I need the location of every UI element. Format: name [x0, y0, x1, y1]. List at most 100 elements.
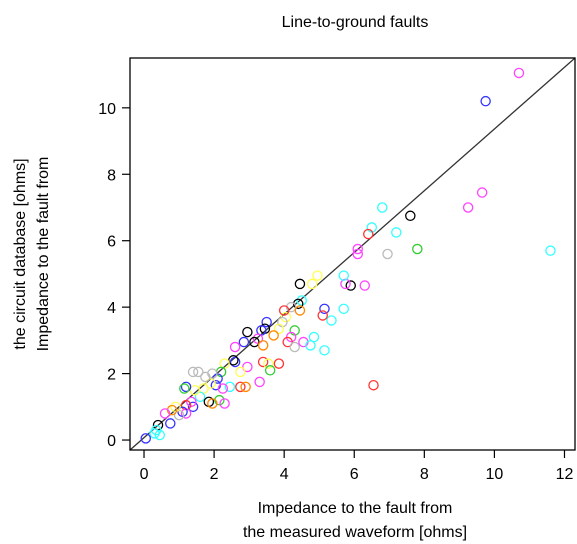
data-point [382, 248, 393, 260]
x-tick-label: 0 [140, 466, 149, 483]
data-point [257, 356, 269, 368]
x-axis-label-line-2: the measured waveform [ohms] [243, 524, 467, 541]
data-point [261, 316, 272, 328]
data-point [179, 383, 190, 394]
y-tick-label: 2 [107, 367, 116, 384]
y-tick-label: 8 [107, 167, 116, 184]
data-point [187, 366, 199, 378]
data-point [277, 316, 288, 328]
data-point [294, 305, 306, 316]
data-point [189, 384, 201, 396]
x-tick-label: 4 [280, 466, 289, 483]
data-point [229, 341, 241, 353]
data-point [476, 187, 488, 198]
x-axis: 0 2 4 6 8 10 12 [140, 450, 573, 483]
y-tick-label: 0 [107, 433, 116, 450]
data-point [282, 336, 293, 348]
data-point [352, 248, 364, 260]
data-point [340, 278, 351, 290]
y-tick-label: 4 [107, 300, 116, 317]
data-point [170, 401, 181, 413]
x-tick-label: 2 [210, 466, 219, 483]
data-point [412, 243, 423, 255]
data-point [480, 95, 491, 107]
data-point [205, 378, 216, 389]
data-point [305, 340, 316, 351]
data-point [214, 394, 225, 406]
data-point [285, 301, 297, 313]
data-point [180, 381, 192, 393]
data-point [210, 379, 222, 391]
data-point [219, 398, 230, 409]
x-tick-label: 8 [420, 466, 429, 483]
data-point [186, 396, 197, 408]
data-point [296, 295, 307, 306]
chart-title: Line-to-ground faults [282, 14, 429, 31]
data-point [149, 428, 160, 439]
data-point [338, 303, 349, 315]
y-tick-label: 6 [107, 234, 116, 251]
data-point [193, 366, 204, 378]
data-point [462, 202, 474, 213]
data-point [306, 278, 318, 290]
data-point [289, 325, 300, 336]
data-point [140, 433, 152, 444]
y-axis-label-line-2: the circuit database [ohms] [12, 158, 29, 349]
data-point [513, 67, 525, 79]
data-point [319, 303, 330, 315]
data-point [235, 366, 246, 378]
data-point [317, 310, 328, 321]
data-point [194, 391, 206, 403]
data-point [273, 358, 285, 369]
data-point [264, 365, 276, 376]
data-point [165, 418, 176, 429]
data-point [326, 315, 337, 326]
data-point [252, 333, 264, 344]
data-point [242, 326, 253, 338]
data-point [366, 222, 378, 233]
data-point [217, 383, 229, 394]
data-point [405, 210, 416, 222]
data-point [294, 278, 306, 290]
data-point [228, 355, 239, 366]
data-point [363, 228, 374, 240]
data-point [207, 398, 218, 409]
data-point [242, 361, 253, 373]
data-point [312, 270, 323, 281]
data-point [177, 406, 188, 418]
x-tick-label: 6 [350, 466, 359, 483]
data-point [154, 429, 166, 441]
reference-line [129, 57, 576, 451]
data-point [368, 379, 379, 391]
y-tick-label: 10 [98, 101, 116, 118]
data-point [359, 280, 371, 291]
data-point [545, 245, 556, 256]
data-point [187, 401, 199, 413]
data-point [289, 341, 300, 353]
data-point [352, 243, 364, 255]
data-point [224, 381, 236, 393]
data-point [249, 336, 260, 348]
data-point [292, 298, 304, 310]
data-point [268, 330, 279, 341]
data-point [235, 381, 246, 393]
y-axis: 0 2 4 6 8 10 [98, 101, 130, 450]
data-point [159, 408, 171, 419]
data-point [377, 202, 388, 213]
data-point [257, 340, 269, 351]
data-point [180, 399, 192, 411]
x-tick-label: 10 [486, 466, 504, 483]
data-point [391, 227, 402, 238]
x-axis-label-line-1: Impedance to the fault from [258, 500, 453, 517]
data-point [345, 280, 356, 291]
y-axis-label-line-1: Impedance to the fault from [35, 157, 52, 352]
plot-frame [129, 57, 576, 451]
data-point [254, 376, 265, 388]
data-point [273, 323, 285, 334]
data-point [240, 381, 251, 393]
chart-marks [129, 57, 576, 451]
data-point [298, 336, 309, 348]
data-point [207, 368, 218, 379]
data-point [338, 270, 349, 281]
